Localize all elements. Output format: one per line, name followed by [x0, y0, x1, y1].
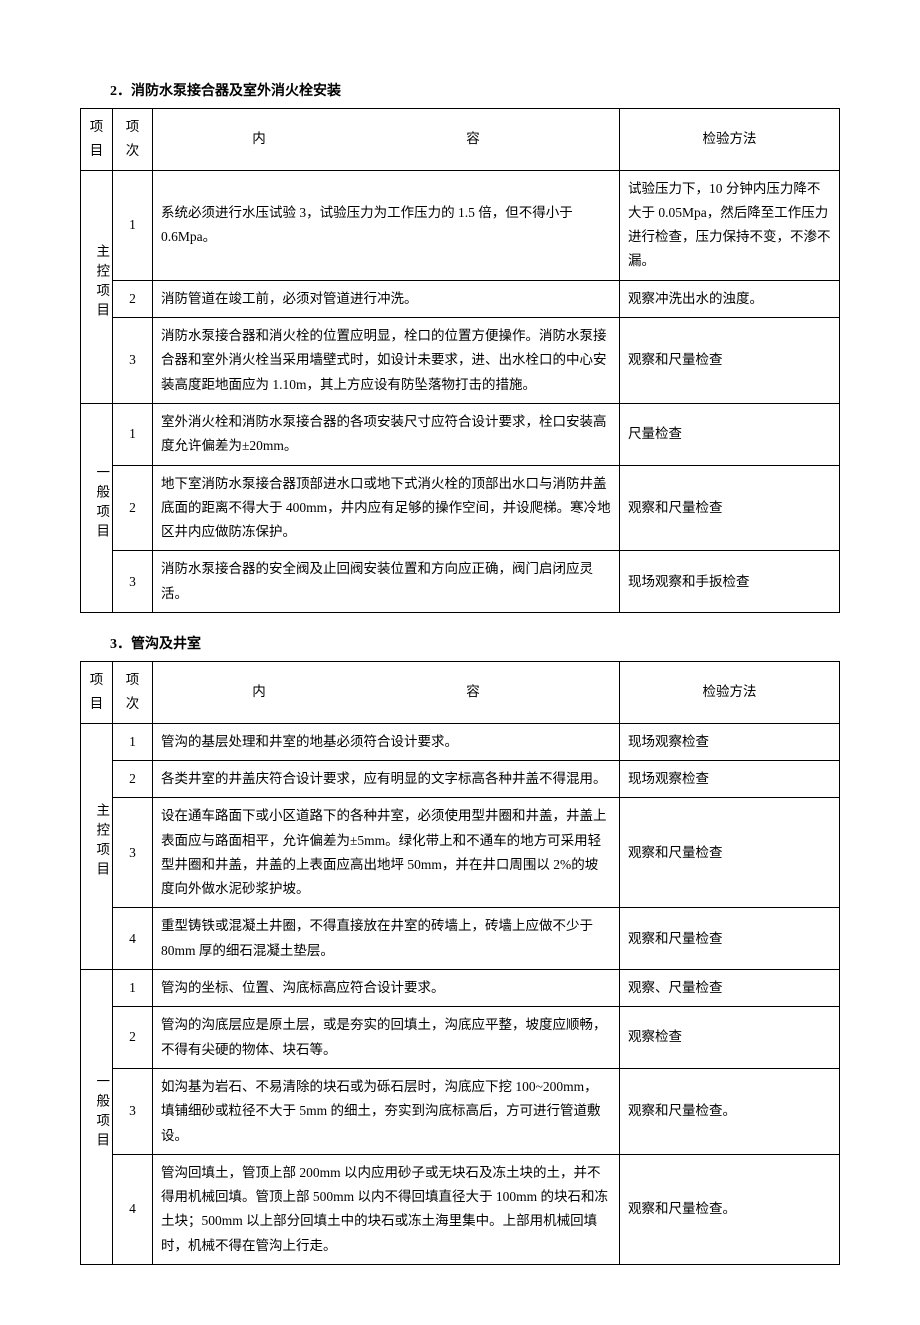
table-header-row: 项目 项次 内 容 检验方法 — [81, 662, 840, 724]
content-cell: 设在通车路面下或小区道路下的各种井室，必须使用型井圈和井盖，井盖上表面应与路面相… — [153, 798, 620, 908]
table-row: 一般项目 1 管沟的坐标、位置、沟底标高应符合设计要求。 观察、尺量检查 — [81, 970, 840, 1007]
header-content: 内 容 — [153, 109, 620, 171]
method-cell: 现场观察检查 — [620, 760, 840, 797]
index-cell: 3 — [113, 1068, 153, 1154]
index-cell: 2 — [113, 280, 153, 317]
method-cell: 观察和尺量检查。 — [620, 1154, 840, 1264]
content-cell: 管沟回填土，管顶上部 200mm 以内应用砂子或无块石及冻土块的土，并不得用机械… — [153, 1154, 620, 1264]
index-cell: 1 — [113, 723, 153, 760]
category-cell: 主控项目 — [81, 723, 113, 969]
header-idx: 项次 — [113, 109, 153, 171]
content-cell: 管沟的基层处理和井室的地基必须符合设计要求。 — [153, 723, 620, 760]
index-cell: 2 — [113, 1007, 153, 1069]
content-cell: 管沟的沟底层应是原土层，或是夯实的回填土，沟底应平整，坡度应顺畅，不得有尖硬的物… — [153, 1007, 620, 1069]
table-row: 4 重型铸铁或混凝土井圈，不得直接放在井室的砖墙上，砖墙上应做不少于 80mm … — [81, 908, 840, 970]
table-header-row: 项目 项次 内 容 检验方法 — [81, 109, 840, 171]
index-cell: 3 — [113, 551, 153, 613]
content-cell: 如沟基为岩石、不易清除的块石或为砾石层时，沟底应下挖 100~200mm，填铺细… — [153, 1068, 620, 1154]
method-cell: 观察和尺量检查 — [620, 798, 840, 908]
header-method: 检验方法 — [620, 662, 840, 724]
table-row: 4 管沟回填土，管顶上部 200mm 以内应用砂子或无块石及冻土块的土，并不得用… — [81, 1154, 840, 1264]
index-cell: 4 — [113, 908, 153, 970]
table-section-2: 项目 项次 内 容 检验方法 主控项目 1 系统必须进行水压试验 3，试验压力为… — [80, 108, 840, 613]
table-row: 一般项目 1 室外消火栓和消防水泵接合器的各项安装尺寸应符合设计要求，栓口安装高… — [81, 403, 840, 465]
header-cat: 项目 — [81, 109, 113, 171]
header-cat: 项目 — [81, 662, 113, 724]
content-cell: 重型铸铁或混凝土井圈，不得直接放在井室的砖墙上，砖墙上应做不少于 80mm 厚的… — [153, 908, 620, 970]
section-2-title: 2．消防水泵接合器及室外消火栓安装 — [110, 80, 840, 100]
method-cell: 观察和尺量检查。 — [620, 1068, 840, 1154]
method-cell: 试验压力下，10 分钟内压力降不大于 0.05Mpa，然后降至工作压力进行检查，… — [620, 170, 840, 280]
table-row: 3 消防水泵接合器的安全阀及止回阀安装位置和方向应正确，阀门启闭应灵活。 现场观… — [81, 551, 840, 613]
index-cell: 1 — [113, 970, 153, 1007]
method-cell: 观察和尺量检查 — [620, 318, 840, 404]
method-cell: 尺量检查 — [620, 403, 840, 465]
content-cell: 管沟的坐标、位置、沟底标高应符合设计要求。 — [153, 970, 620, 1007]
content-cell: 消防管道在竣工前，必须对管道进行冲洗。 — [153, 280, 620, 317]
table-section-3: 项目 项次 内 容 检验方法 主控项目 1 管沟的基层处理和井室的地基必须符合设… — [80, 661, 840, 1265]
category-cell: 一般项目 — [81, 403, 113, 612]
index-cell: 2 — [113, 465, 153, 551]
table-row: 主控项目 1 系统必须进行水压试验 3，试验压力为工作压力的 1.5 倍，但不得… — [81, 170, 840, 280]
table-row: 3 如沟基为岩石、不易清除的块石或为砾石层时，沟底应下挖 100~200mm，填… — [81, 1068, 840, 1154]
index-cell: 3 — [113, 318, 153, 404]
method-cell: 观察和尺量检查 — [620, 465, 840, 551]
header-idx: 项次 — [113, 662, 153, 724]
table-row: 2 消防管道在竣工前，必须对管道进行冲洗。 观察冲洗出水的浊度。 — [81, 280, 840, 317]
table-row: 主控项目 1 管沟的基层处理和井室的地基必须符合设计要求。 现场观察检查 — [81, 723, 840, 760]
header-content: 内 容 — [153, 662, 620, 724]
table-row: 3 消防水泵接合器和消火栓的位置应明显，栓口的位置方便操作。消防水泵接合器和室外… — [81, 318, 840, 404]
content-cell: 系统必须进行水压试验 3，试验压力为工作压力的 1.5 倍，但不得小于 0.6M… — [153, 170, 620, 280]
content-cell: 室外消火栓和消防水泵接合器的各项安装尺寸应符合设计要求，栓口安装高度允许偏差为±… — [153, 403, 620, 465]
method-cell: 观察冲洗出水的浊度。 — [620, 280, 840, 317]
method-cell: 观察、尺量检查 — [620, 970, 840, 1007]
index-cell: 3 — [113, 798, 153, 908]
content-cell: 地下室消防水泵接合器顶部进水口或地下式消火栓的顶部出水口与消防井盖底面的距离不得… — [153, 465, 620, 551]
method-cell: 观察和尺量检查 — [620, 908, 840, 970]
table-row: 2 管沟的沟底层应是原土层，或是夯实的回填土，沟底应平整，坡度应顺畅，不得有尖硬… — [81, 1007, 840, 1069]
method-cell: 观察检查 — [620, 1007, 840, 1069]
index-cell: 1 — [113, 403, 153, 465]
table-row: 3 设在通车路面下或小区道路下的各种井室，必须使用型井圈和井盖，井盖上表面应与路… — [81, 798, 840, 908]
table-row: 2 地下室消防水泵接合器顶部进水口或地下式消火栓的顶部出水口与消防井盖底面的距离… — [81, 465, 840, 551]
category-cell: 一般项目 — [81, 970, 113, 1265]
content-cell: 各类井室的井盖庆符合设计要求，应有明显的文字标高各种井盖不得混用。 — [153, 760, 620, 797]
index-cell: 1 — [113, 170, 153, 280]
method-cell: 现场观察检查 — [620, 723, 840, 760]
section-3-title: 3．管沟及井室 — [110, 633, 840, 653]
header-method: 检验方法 — [620, 109, 840, 171]
index-cell: 4 — [113, 1154, 153, 1264]
content-cell: 消防水泵接合器和消火栓的位置应明显，栓口的位置方便操作。消防水泵接合器和室外消火… — [153, 318, 620, 404]
category-cell: 主控项目 — [81, 170, 113, 403]
index-cell: 2 — [113, 760, 153, 797]
content-cell: 消防水泵接合器的安全阀及止回阀安装位置和方向应正确，阀门启闭应灵活。 — [153, 551, 620, 613]
method-cell: 现场观察和手扳检查 — [620, 551, 840, 613]
table-row: 2 各类井室的井盖庆符合设计要求，应有明显的文字标高各种井盖不得混用。 现场观察… — [81, 760, 840, 797]
